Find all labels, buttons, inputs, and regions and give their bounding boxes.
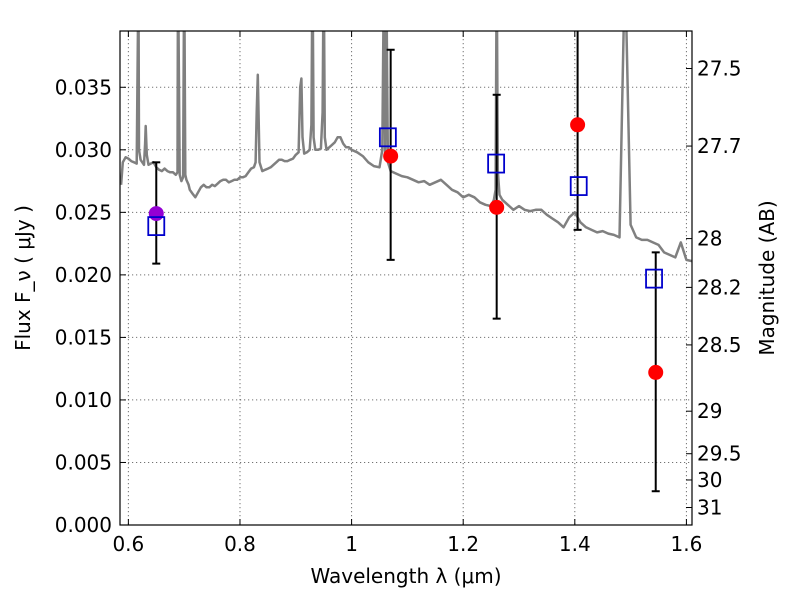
observed-point: [383, 148, 399, 164]
y-tick-label: 0.000: [55, 513, 112, 537]
y2-tick-label: 28.5: [697, 333, 742, 357]
observed-point: [148, 206, 164, 222]
y-tick-label: 0.025: [55, 200, 112, 224]
y2-axis-title: Magnitude (AB): [755, 200, 779, 355]
model-point: [569, 176, 588, 196]
spectrum-layer: [120, 31, 692, 263]
y-tick-label: 0.005: [55, 450, 112, 474]
y2-tick-label: 27.7: [697, 134, 742, 158]
y-axis-title: Flux F_ν ( μJy ): [11, 205, 35, 351]
x-tick-label: 0.6: [112, 532, 144, 556]
plot-frame: [119, 30, 693, 526]
observed-point: [570, 117, 586, 133]
y-tick-label: 0.030: [55, 138, 112, 162]
y2-tick-label: 29: [697, 399, 722, 423]
x-tick-label: 0.8: [224, 532, 256, 556]
x-tick-label: 1.6: [671, 532, 703, 556]
errorbar-layer: [152, 31, 660, 493]
y2-tick-label: 30: [697, 468, 722, 492]
tick-marks: [120, 31, 692, 526]
y2-tick-label: 27.5: [697, 57, 742, 81]
model-point: [645, 268, 663, 289]
marker-layer: [147, 117, 664, 380]
y2-tick-label: 31: [697, 495, 722, 519]
observed-point: [648, 364, 664, 380]
tick-labels: 0.6 0.8 1 1.2 1.4 1.6 0.000 0.005 0.010 0.015 0.02…: [55, 57, 742, 556]
x-axis-title: Wavelength λ (μm): [310, 564, 501, 588]
y2-tick-label: 28: [697, 227, 722, 251]
x-tick-label: 1: [345, 532, 358, 556]
observed-point: [489, 199, 505, 215]
model-point: [378, 127, 397, 148]
x-tick-label: 1.4: [559, 532, 591, 556]
grid: [120, 31, 692, 526]
y2-tick-label: 29.5: [697, 442, 742, 466]
y-tick-label: 0.015: [55, 325, 112, 349]
model-point: [487, 153, 506, 174]
y2-tick-label: 28.2: [697, 275, 742, 299]
x-tick-label: 1.2: [447, 532, 479, 556]
spectrum-line: [120, 31, 692, 263]
y-tick-label: 0.035: [55, 75, 112, 99]
y-tick-label: 0.020: [55, 263, 112, 287]
model-point: [147, 216, 166, 236]
y-tick-label: 0.010: [55, 388, 112, 412]
